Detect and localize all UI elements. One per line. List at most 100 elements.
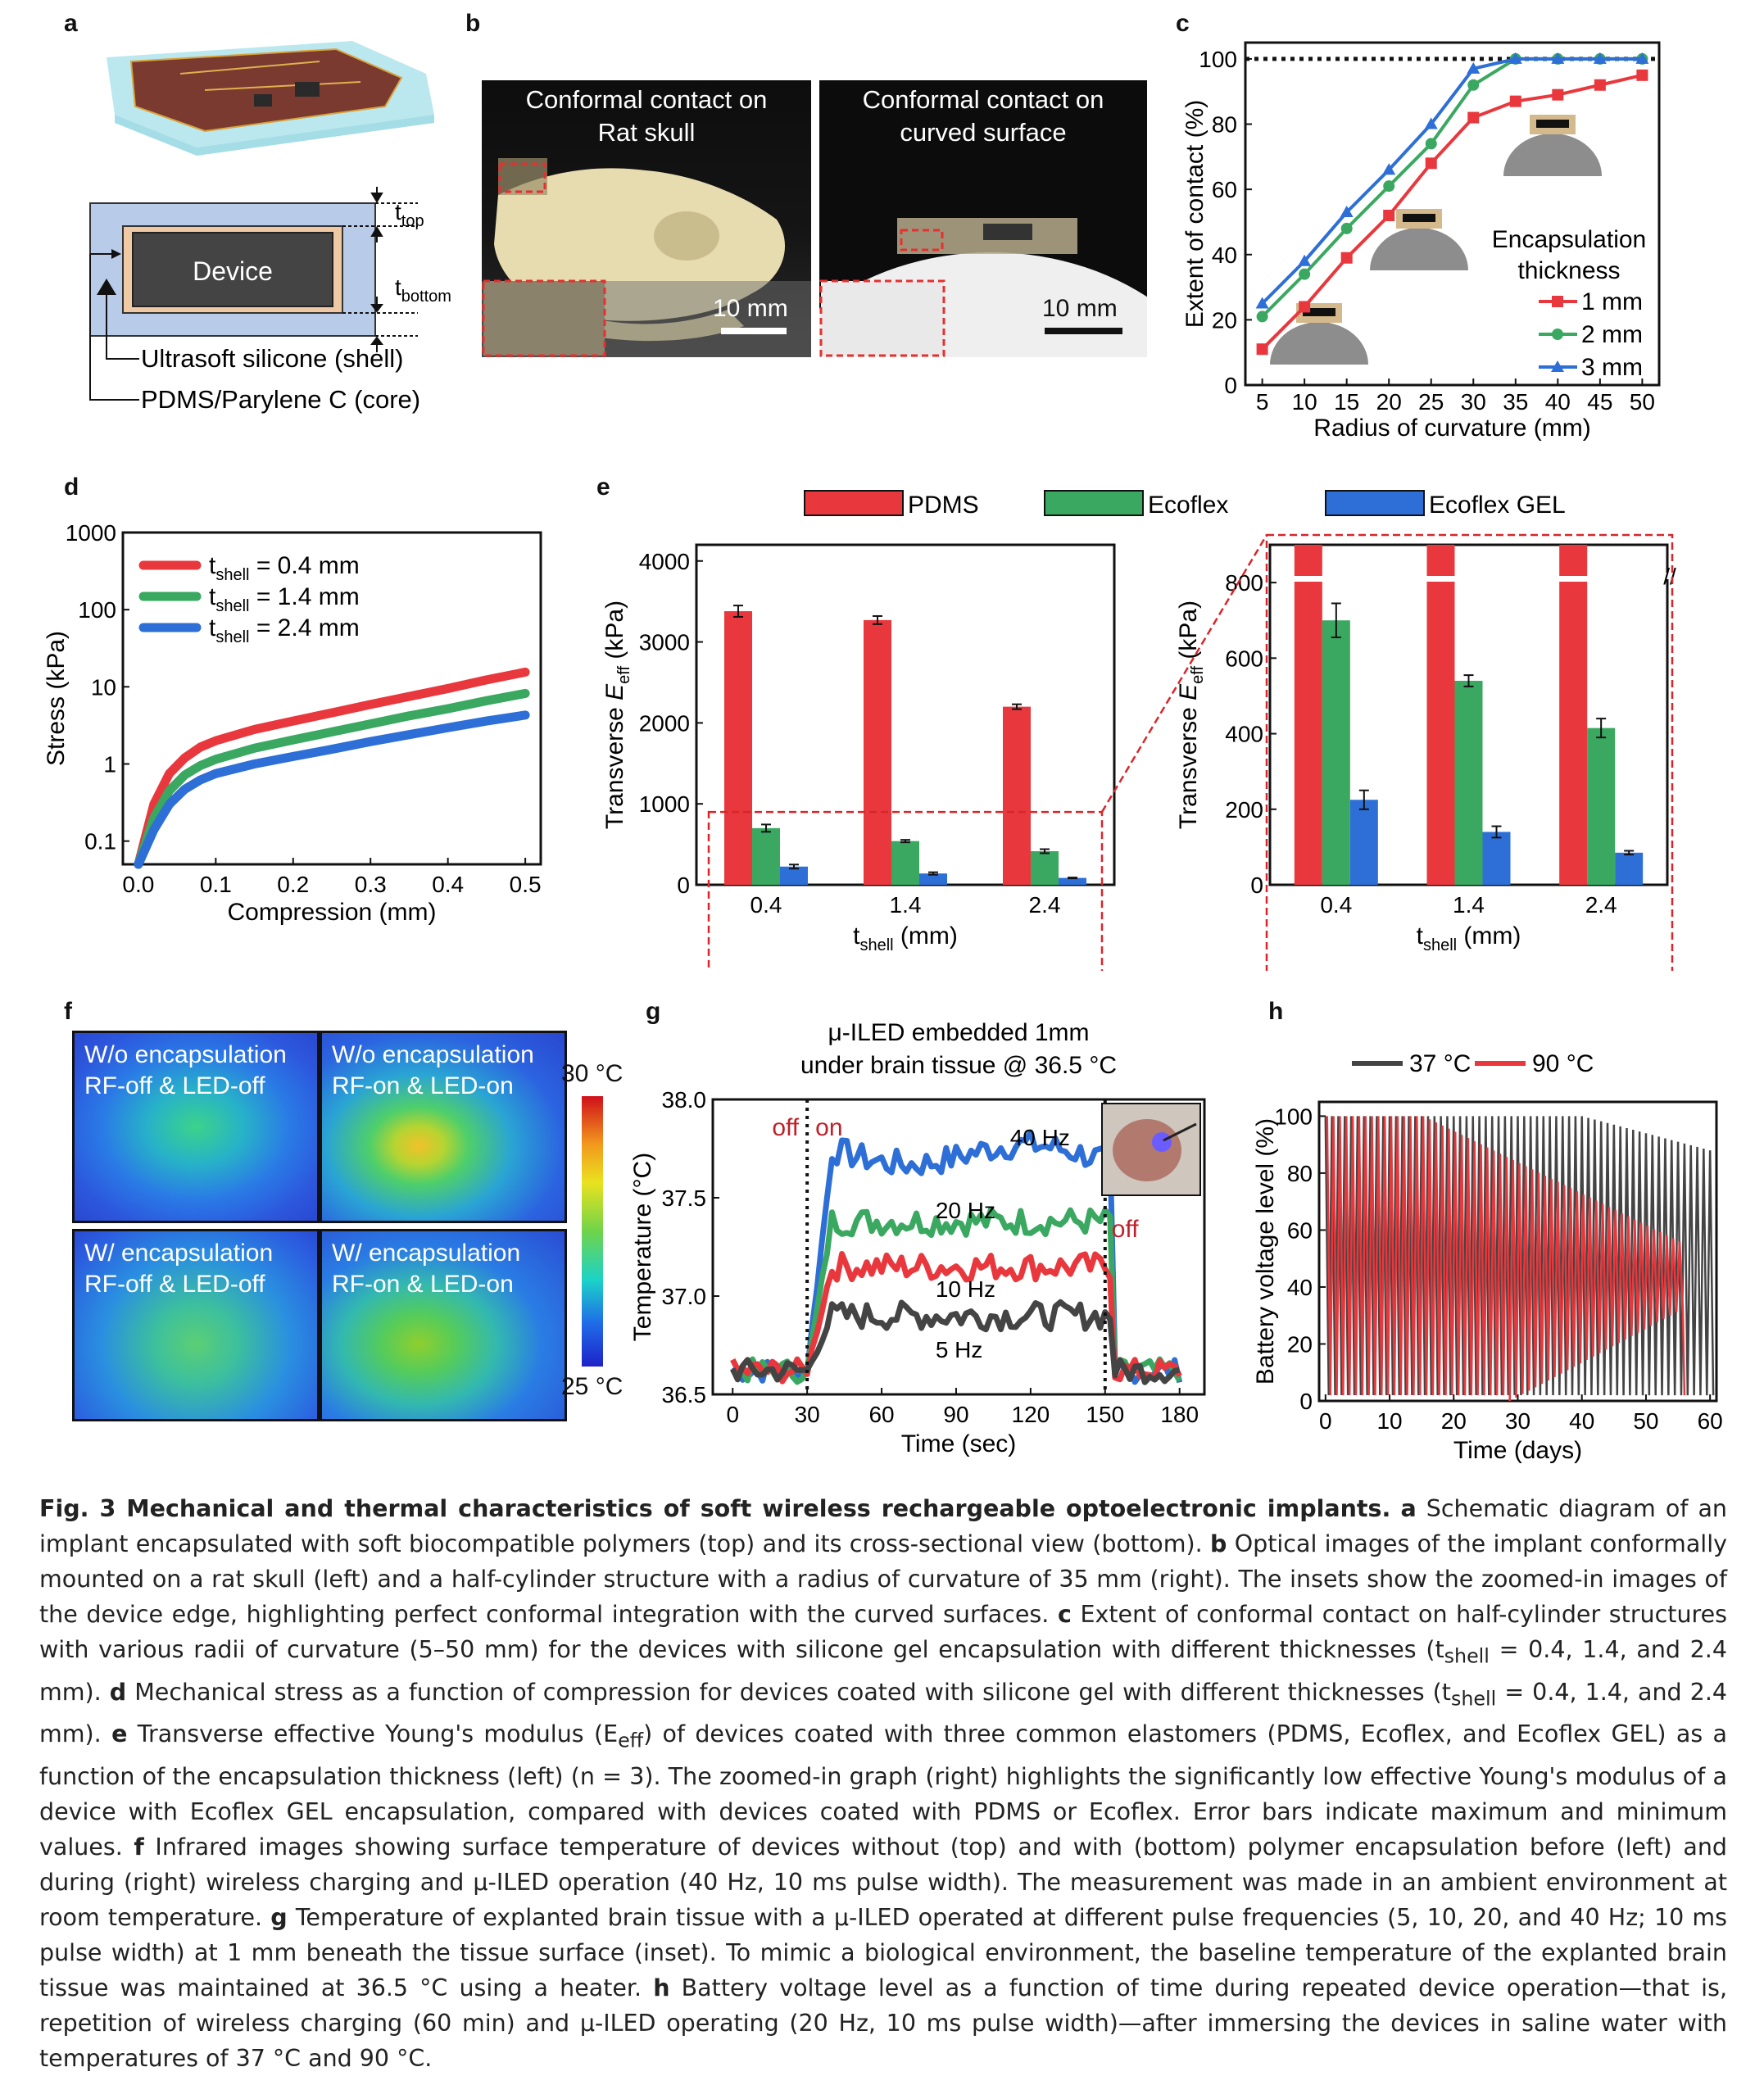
panel-label-c: c — [1176, 10, 1190, 37]
zoom-box-left — [707, 810, 1104, 971]
chart-d-stress: 0.0 0.1 0.2 0.3 0.4 0.50.11101001000Compressi… — [43, 520, 542, 926]
legend-swatch — [1044, 490, 1144, 516]
x-tick-label: 20 — [1441, 1408, 1467, 1434]
x-tick-label: 1.4 — [1453, 892, 1485, 918]
data-point-square — [1340, 252, 1353, 264]
implant-3d-illustration — [107, 41, 434, 156]
caption-c2: = 0.4, 1.4, and 2.4 mm). — [39, 1636, 1728, 1706]
y-tick-label: 1000 — [639, 791, 690, 817]
data-point-square — [1256, 343, 1268, 356]
panel-label-g: g — [646, 998, 661, 1025]
y-tick-label: 40 — [1212, 243, 1237, 268]
x-tick-label: 120 — [1012, 1402, 1050, 1427]
legend-marker — [1551, 360, 1564, 372]
data-point-circle — [1299, 268, 1311, 280]
legend-label: Ecoflex — [1148, 492, 1228, 519]
series-label: 40 Hz — [1010, 1125, 1070, 1150]
annotation-on: on — [815, 1114, 842, 1141]
bar-Ecoflex-GEL — [1349, 800, 1378, 885]
x-tick-label: 40 — [1569, 1408, 1594, 1434]
x-tick-label: 30 — [795, 1402, 820, 1427]
scale-bar-label-left: 10 mm — [713, 295, 788, 322]
x-tick-label: 0.0 — [122, 872, 154, 897]
caption-a: Schematic diagram of an implant encapsul… — [39, 1495, 1727, 1557]
bar-Ecoflex-GEL — [1615, 852, 1644, 885]
caption-label-e: e — [111, 1720, 128, 1748]
caption-d-sub: shell — [1450, 1687, 1497, 1711]
bar-PDMS — [1003, 706, 1031, 885]
y-tick-label: 4000 — [639, 549, 690, 574]
legend-swatch — [1325, 490, 1425, 516]
y-axis-label: Stress (kPa) — [43, 631, 70, 766]
y-tick-label: 20 — [1287, 1331, 1313, 1357]
data-point-triangle — [1255, 297, 1269, 309]
rat-skull-title: Conformal contact on Rat skull — [525, 85, 768, 147]
x-tick-label: 10 — [1376, 1408, 1402, 1434]
data-point-square — [1509, 95, 1521, 107]
curvature-icon — [1503, 115, 1602, 176]
legend-title: Encapsulation — [1492, 226, 1646, 253]
x-tick-label: 40 — [1545, 389, 1571, 415]
y-axis-label: Extent of contact (%) — [1181, 100, 1208, 328]
caption-label-b: b — [1209, 1530, 1227, 1557]
ir-image-top-right: W/o encapsulation RF-on & LED-on — [320, 1031, 567, 1223]
device-core — [1536, 120, 1569, 128]
caption-label-g: g — [270, 1904, 288, 1932]
x-tick-label: 0.4 — [750, 892, 782, 918]
data-point-triangle — [1467, 61, 1481, 74]
ir-image-bottom-left: W/ encapsulation RF-off & LED-off — [72, 1229, 320, 1421]
legend-marker — [1552, 329, 1563, 340]
caption-d2: = 0.4, 1.4, and 2.4 mm). — [39, 1678, 1728, 1748]
caption-f: Infrared images showing surface temperat… — [39, 1833, 1727, 1932]
data-point-triangle — [1424, 117, 1438, 129]
x-axis-label: Compression (mm) — [227, 899, 436, 926]
chart-g-temperature: μ-ILED embedded 1mm under brain tissue @ … — [631, 1019, 1206, 1457]
y-axis-label: Temperature (°C) — [631, 1153, 656, 1341]
t-bottom-label: tbottom — [395, 274, 451, 306]
plot-frame — [1244, 41, 1661, 387]
data-point-circle — [1256, 310, 1268, 323]
x-tick-label: 0 — [1319, 1408, 1332, 1434]
legend-swatch — [804, 490, 904, 516]
x-axis-label: tshell (mm) — [853, 922, 958, 954]
axis-break-mark — [1558, 576, 1589, 582]
bar-Ecoflex — [1454, 681, 1483, 885]
caption-c: Extent of conformal contact on half-cyli… — [39, 1601, 1727, 1663]
y-tick-label: 200 — [1225, 797, 1263, 823]
figure-caption: Fig. 3 Mechanical and thermal characteri… — [39, 1491, 1727, 2076]
data-point-square — [1594, 79, 1606, 91]
data-point-triangle — [1298, 254, 1312, 266]
device-core — [1403, 214, 1435, 222]
y-tick-label: 400 — [1225, 722, 1263, 747]
chart-title: μ-ILED embedded 1mm — [828, 1019, 1089, 1046]
legend-marker — [1552, 296, 1563, 307]
data-point-triangle — [1635, 52, 1649, 64]
y-tick-label: 1000 — [66, 520, 116, 546]
y-tick-label: 38.0 — [662, 1087, 707, 1113]
core-label: PDMS/Parylene C (core) — [141, 385, 420, 414]
series-line-90C — [1326, 1116, 1686, 1402]
series-line — [730, 1299, 1181, 1385]
caption-label-a: a — [1400, 1495, 1417, 1522]
half-cylinder-shape — [1370, 228, 1468, 270]
data-point-circle — [1425, 138, 1437, 150]
caption-label-c: c — [1057, 1601, 1072, 1628]
y-tick-label: 40 — [1287, 1275, 1313, 1300]
x-tick-label: 90 — [943, 1402, 968, 1427]
x-tick-label: 5 — [1256, 389, 1269, 415]
caption-e: Transverse effective Young's modulus (E — [127, 1720, 619, 1748]
x-tick-label: 25 — [1418, 389, 1444, 415]
bar-PDMS — [1294, 545, 1322, 885]
x-tick-label: 2.4 — [1585, 892, 1617, 918]
panel-label-f: f — [64, 998, 72, 1025]
device-core — [1303, 308, 1335, 316]
caption-b: Optical images of the implant conformall… — [39, 1530, 1727, 1628]
legend-label: 1 mm — [1581, 288, 1643, 315]
y-tick-label: 100 — [1274, 1104, 1313, 1129]
x-tick-label: 2.4 — [1029, 892, 1061, 918]
data-point-square — [1636, 69, 1648, 81]
x-tick-label: 50 — [1630, 389, 1655, 415]
x-tick-label: 0.3 — [355, 872, 387, 897]
probe — [1163, 1122, 1197, 1142]
panel-a-schematic: Device ttop tbottom Ultrasoft silicone (… — [89, 41, 451, 414]
